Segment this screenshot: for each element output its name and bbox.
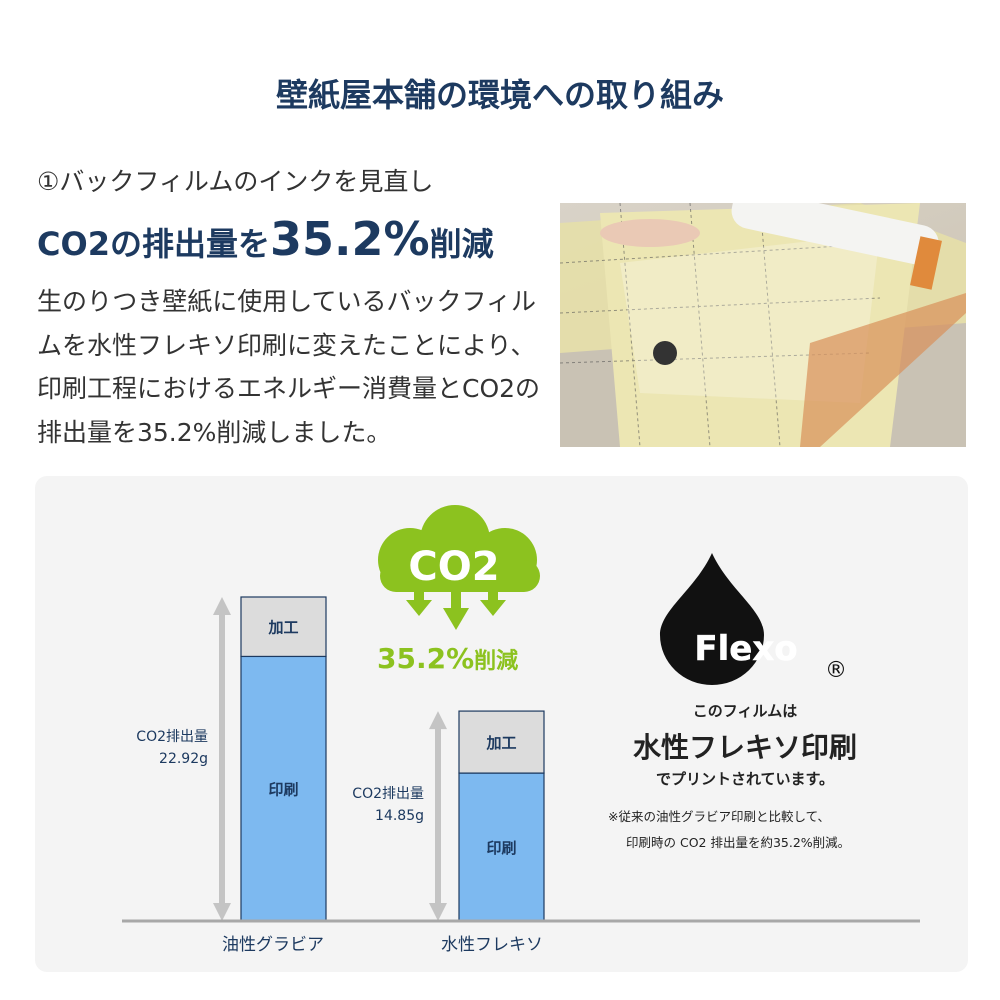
flexo-line1: このフィルムは	[692, 702, 798, 720]
flexo-logo-text: Flexo	[694, 629, 797, 669]
category-label: 水性フレキソ	[441, 935, 543, 955]
flexo-note2: 印刷時の CO2 排出量を約35.2%削減。	[626, 835, 851, 850]
flexo-line2: 水性フレキソ印刷	[632, 731, 857, 764]
bar-segment	[458, 710, 545, 774]
total-value: 22.92g	[159, 751, 208, 767]
total-label: CO2排出量	[136, 729, 208, 745]
co2-cloud-icon: CO2	[378, 505, 540, 630]
reduction-number: 35.2%	[377, 642, 474, 675]
segment-label: 印刷	[486, 839, 516, 857]
section-subtitle: ①バックフィルムのインクを見直し	[37, 167, 434, 196]
segment-label: 加工	[267, 619, 298, 637]
arrow-head-down	[429, 903, 447, 921]
headline-prefix: CO2の排出量を	[37, 225, 270, 263]
bar-segment	[240, 655, 327, 922]
segment-label: 加工	[485, 734, 516, 752]
reduction-value: 35.2%削減	[377, 642, 518, 675]
headline-value: 35.2%	[269, 212, 430, 266]
category-label: 油性グラビア	[222, 935, 324, 955]
body-text: 生のりつき壁紙に使用しているバックフィルムを水性フレキソ印刷に変えたことにより、…	[37, 287, 541, 447]
flexo-drop-icon: Flexo ®	[660, 553, 847, 685]
cloud-label: CO2	[408, 544, 499, 590]
total-value: 14.85g	[375, 808, 424, 824]
flexo-description: このフィルムは 水性フレキソ印刷 でプリントされています。 ※従来の油性グラビア…	[600, 700, 890, 851]
flexo-note1: ※従来の油性グラビア印刷と比較して、	[608, 809, 830, 824]
total-label: CO2排出量	[352, 786, 424, 802]
reduction-suffix: 削減	[474, 649, 518, 674]
segment-label: 印刷	[268, 781, 298, 799]
bar-segment	[240, 596, 327, 658]
flexo-line3: でプリントされています。	[655, 770, 835, 788]
headline: CO2の排出量を35.2%削減	[37, 212, 494, 266]
arrow-head-up	[213, 597, 231, 615]
registered-mark: ®	[825, 658, 847, 683]
arrow-head-down	[213, 903, 231, 921]
headline-suffix: 削減	[429, 225, 494, 263]
arrow-head-up	[429, 711, 447, 730]
product-photo	[560, 203, 966, 447]
page-title: 壁紙屋本舗の環境への取り組み	[275, 76, 724, 114]
